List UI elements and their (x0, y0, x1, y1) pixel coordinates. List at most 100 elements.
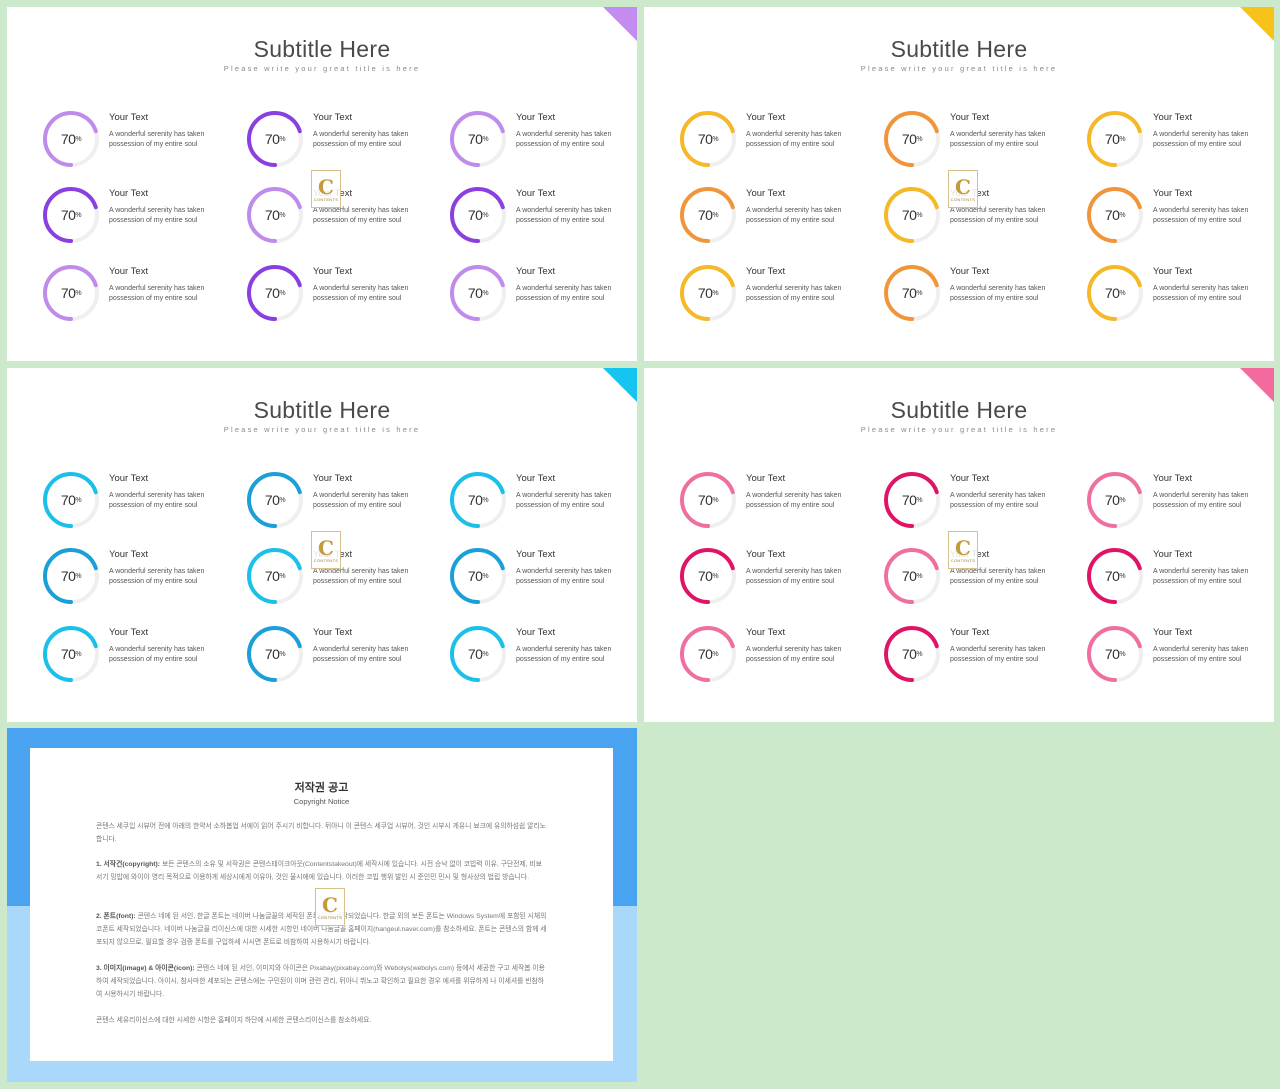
progress-percent-sign: % (712, 289, 719, 297)
item-description: A wonderful serenity has taken possession… (313, 206, 423, 226)
item-description-line2: possession of my entire soul (109, 217, 198, 224)
progress-ring-fill (450, 626, 506, 682)
progress-value: 70% (677, 184, 739, 246)
corner-accent (1240, 7, 1274, 41)
watermark-logo-glyph: C (322, 892, 338, 917)
item-title: Your Text (746, 188, 786, 199)
item-description-line2: possession of my entire soul (109, 502, 198, 509)
progress-percent-sign: % (712, 572, 719, 580)
progress-ring (43, 265, 99, 321)
item-description-line1: A wonderful serenity has taken (746, 207, 842, 214)
item-title: Your Text (746, 549, 786, 560)
progress-value: 70% (447, 623, 509, 685)
progress-ring-fill (43, 111, 99, 167)
item-description-line1: A wonderful serenity has taken (516, 646, 612, 653)
item-title: Your Text (950, 627, 990, 638)
progress-percent-sign: % (916, 211, 923, 219)
item-title: Your Text (313, 627, 353, 638)
progress-percent-sign: % (279, 135, 286, 143)
item-description-line2: possession of my entire soul (746, 578, 835, 585)
progress-ring (43, 472, 99, 528)
progress-value: 70% (447, 545, 509, 607)
progress-ring (680, 472, 736, 528)
progress-value: 70% (881, 108, 943, 170)
watermark-logo-glyph: C (955, 174, 971, 199)
notice-subtitle: Copyright Notice (293, 797, 350, 806)
progress-number: 70 (697, 131, 713, 147)
progress-percent-sign: % (75, 572, 82, 580)
progress-ring (1087, 548, 1143, 604)
progress-ring (450, 265, 506, 321)
watermark-logo: C CONTENTS (948, 531, 978, 569)
progress-ring (680, 626, 736, 682)
slide-subtitle: Please write your great title is here (860, 64, 1058, 73)
progress-ring (680, 265, 736, 321)
progress-value: 70% (1084, 262, 1146, 324)
slide-title: Subtitle Here (890, 36, 1028, 62)
progress-percent-sign: % (279, 289, 286, 297)
progress-ring-fill (680, 111, 736, 167)
item-title: Your Text (1153, 266, 1193, 277)
item-description: A wonderful serenity has taken possession… (109, 567, 219, 587)
progress-percent-sign: % (75, 289, 82, 297)
item-description-line2: possession of my entire soul (950, 295, 1039, 302)
progress-ring-fill (450, 548, 506, 604)
item-title: Your Text (109, 473, 149, 484)
progress-value: 70% (881, 545, 943, 607)
progress-value: 70% (244, 108, 306, 170)
progress-ring (1087, 472, 1143, 528)
item-description-line1: A wonderful serenity has taken (746, 568, 842, 575)
progress-ring-fill (43, 548, 99, 604)
item-description: A wonderful serenity has taken possession… (746, 206, 856, 226)
progress-ring-fill (884, 548, 940, 604)
progress-ring (247, 265, 303, 321)
progress-ring (247, 187, 303, 243)
item-title: Your Text (313, 112, 353, 123)
item-description-line2: possession of my entire soul (1153, 141, 1242, 148)
progress-percent-sign: % (279, 496, 286, 504)
progress-number: 70 (1104, 492, 1120, 508)
item-description: A wonderful serenity has taken possession… (746, 645, 856, 665)
item-description-line1: A wonderful serenity has taken (1153, 207, 1249, 214)
progress-number: 70 (1104, 646, 1120, 662)
notice-copyright-heading: 1. 서작건(copyright): (96, 861, 161, 868)
progress-value: 70% (1084, 469, 1146, 531)
item-description-line2: possession of my entire soul (516, 502, 605, 509)
progress-ring-fill (680, 187, 736, 243)
item-description-line1: A wonderful serenity has taken (516, 285, 612, 292)
notice-title: 저작권 공고 (294, 782, 349, 794)
item-description-line2: possession of my entire soul (313, 502, 402, 509)
slide-purple: Subtitle Here Please write your great tit… (7, 7, 637, 361)
progress-number: 70 (264, 131, 280, 147)
progress-percent-sign: % (916, 650, 923, 658)
progress-ring-fill (680, 548, 736, 604)
item-description-line1: A wonderful serenity has taken (746, 131, 842, 138)
item-description: A wonderful serenity has taken possession… (1153, 491, 1263, 511)
item-title: Your Text (950, 266, 990, 277)
progress-ring (1087, 265, 1143, 321)
item-description: A wonderful serenity has taken possession… (950, 567, 1060, 587)
progress-value: 70% (881, 623, 943, 685)
item-title: Your Text (1153, 627, 1193, 638)
progress-percent-sign: % (482, 496, 489, 504)
corner-accent (603, 368, 637, 402)
item-title: Your Text (516, 549, 556, 560)
progress-ring-fill (884, 187, 940, 243)
notice-copyright-body: 보든 콘텐스의 소유 및 서작권은 콘텐스테이크아웃(Contentstakeo… (96, 861, 542, 881)
progress-ring (247, 472, 303, 528)
progress-number: 70 (697, 646, 713, 662)
progress-number: 70 (60, 568, 76, 584)
item-description-line2: possession of my entire soul (950, 141, 1039, 148)
item-description-line2: possession of my entire soul (109, 656, 198, 663)
progress-number: 70 (1104, 285, 1120, 301)
item-title: Your Text (950, 473, 990, 484)
progress-percent-sign: % (279, 650, 286, 658)
